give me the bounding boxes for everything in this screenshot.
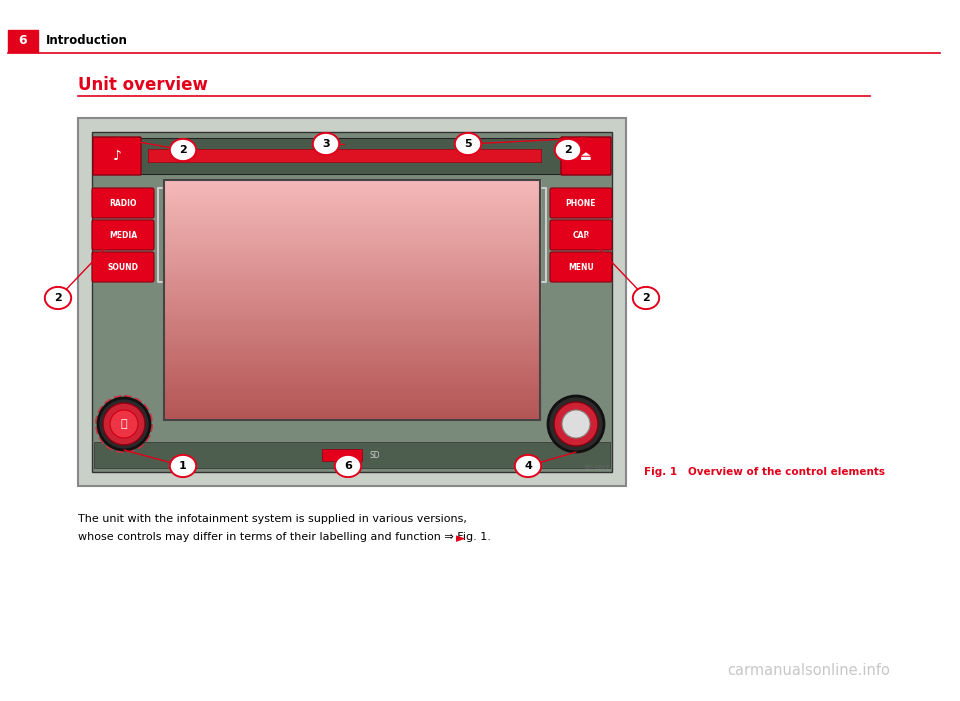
Bar	[164, 180, 540, 420]
Text: 5: 5	[465, 139, 471, 149]
FancyBboxPatch shape	[92, 188, 154, 218]
Text: ⏏: ⏏	[580, 149, 592, 163]
FancyBboxPatch shape	[550, 188, 612, 218]
Text: whose controls may differ in terms of their labelling and function ⇒ Fig. 1.: whose controls may differ in terms of th…	[78, 532, 491, 542]
Bar	[94, 442, 610, 468]
Ellipse shape	[170, 455, 196, 477]
Ellipse shape	[515, 455, 541, 477]
Text: 3: 3	[323, 139, 330, 149]
Text: 2: 2	[54, 293, 61, 303]
Bar	[8, 30, 38, 52]
Text: carmanualsonline.info: carmanualsonline.info	[727, 663, 890, 678]
Ellipse shape	[335, 455, 361, 477]
FancyBboxPatch shape	[92, 220, 154, 250]
Text: Introduction: Introduction	[46, 34, 128, 48]
Bar	[92, 132, 612, 472]
Ellipse shape	[455, 133, 481, 155]
Text: ♪: ♪	[112, 149, 121, 163]
Bar	[78, 118, 626, 486]
Text: 2: 2	[180, 145, 187, 155]
Ellipse shape	[555, 139, 581, 161]
Text: 6: 6	[18, 34, 27, 48]
Text: SD: SD	[370, 451, 380, 459]
Text: PHONE: PHONE	[565, 198, 596, 207]
Text: Fig. 1   Overview of the control elements: Fig. 1 Overview of the control elements	[644, 467, 885, 477]
FancyBboxPatch shape	[561, 137, 611, 175]
Ellipse shape	[45, 287, 71, 309]
FancyBboxPatch shape	[550, 220, 612, 250]
Text: CAR: CAR	[572, 231, 589, 240]
Text: RADIO: RADIO	[109, 198, 136, 207]
Text: MENU: MENU	[568, 262, 594, 271]
Circle shape	[554, 402, 598, 446]
Text: 1: 1	[180, 461, 187, 471]
Text: MEDIA: MEDIA	[108, 231, 137, 240]
Text: ⏻: ⏻	[121, 419, 128, 429]
Text: SOUND: SOUND	[108, 262, 138, 271]
Circle shape	[548, 396, 604, 452]
Text: ►: ►	[448, 532, 466, 545]
Text: BVI-0829: BVI-0829	[584, 465, 609, 470]
Text: 2: 2	[564, 145, 572, 155]
Text: Unit overview: Unit overview	[78, 76, 208, 94]
Bar	[148, 149, 541, 162]
Ellipse shape	[633, 287, 660, 309]
Ellipse shape	[170, 139, 196, 161]
FancyBboxPatch shape	[92, 252, 154, 282]
Text: 4: 4	[524, 461, 532, 471]
Text: 6: 6	[344, 461, 352, 471]
FancyBboxPatch shape	[93, 137, 141, 175]
Text: The unit with the infotainment system is supplied in various versions,: The unit with the infotainment system is…	[78, 514, 467, 524]
FancyBboxPatch shape	[550, 252, 612, 282]
Bar	[94, 138, 610, 174]
Circle shape	[103, 403, 145, 445]
Ellipse shape	[313, 133, 339, 155]
Circle shape	[110, 410, 138, 438]
Bar	[322, 449, 362, 461]
Text: 2: 2	[642, 293, 650, 303]
Circle shape	[98, 398, 150, 450]
Circle shape	[562, 410, 590, 438]
